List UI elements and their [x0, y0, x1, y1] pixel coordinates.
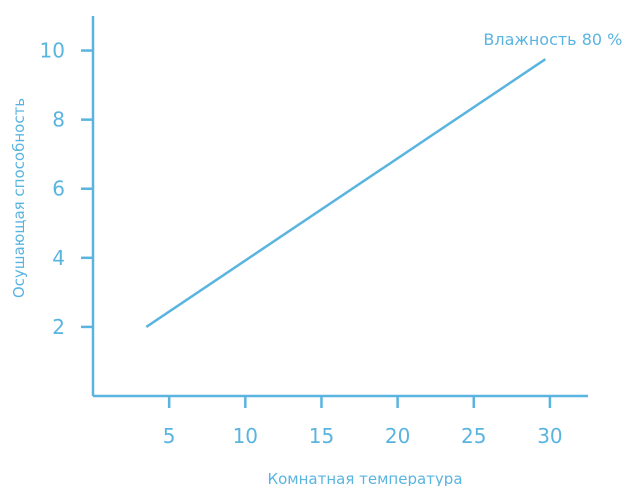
series-line — [145, 58, 547, 328]
series-layer: Влажность 80 % — [145, 30, 622, 328]
x-axis-title: Комнатная температура — [267, 470, 462, 486]
y-tick-label: 10 — [40, 39, 65, 63]
x-tick-label: 15 — [309, 424, 334, 448]
x-tick-label: 25 — [461, 424, 486, 448]
x-tick-label: 30 — [537, 424, 562, 448]
y-tick-label: 2 — [52, 315, 65, 339]
y-tick-label: 6 — [52, 177, 65, 201]
y-axis-title: Осушающая способность — [10, 98, 28, 298]
series-label: Влажность 80 % — [483, 30, 622, 49]
axes: 5 10 15 20 25 30 2 4 6 8 10 — [40, 16, 588, 448]
y-tick-label: 8 — [52, 108, 65, 132]
x-tick-label: 10 — [233, 424, 258, 448]
x-tick-label: 5 — [163, 424, 176, 448]
x-tick-label: 20 — [385, 424, 410, 448]
y-tick-label: 4 — [52, 246, 65, 270]
